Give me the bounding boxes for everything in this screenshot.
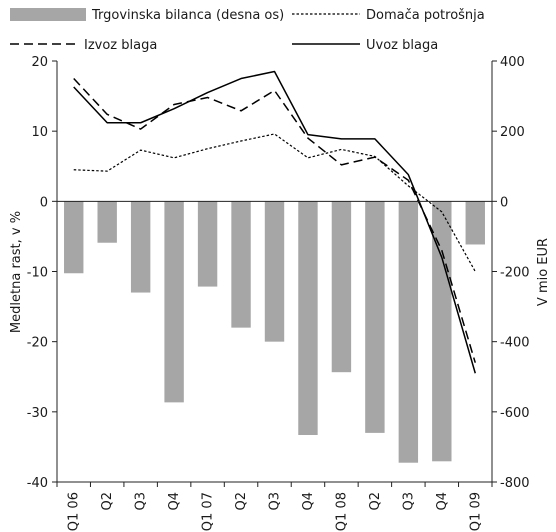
legend-label: Izvoz blaga [84, 38, 157, 53]
x-tick-label: Q2 [368, 492, 383, 511]
legend-swatch-bar [10, 8, 86, 21]
domestic-consumption-line [73, 133, 476, 272]
x-tick-label: Q4 [301, 492, 316, 511]
y-tick-label: 10 [31, 125, 48, 140]
y-tick-label: -10 [27, 266, 48, 281]
trade-balance-bar [64, 201, 84, 274]
x-tick-label: Q3 [268, 492, 283, 511]
y-right-tick-label: 400 [500, 55, 525, 70]
legend-label: Trgovinska bilanca (desna os) [91, 8, 284, 23]
goods-import-line [73, 70, 476, 374]
trade-balance-bar [97, 201, 117, 243]
y-tick-label: -20 [27, 336, 48, 351]
x-tick-label: Q3 [134, 492, 149, 511]
trade-balance-bar [264, 201, 285, 342]
y-right-tick-label: -800 [500, 476, 530, 491]
y-axis-title: Medletna rast, v % [9, 211, 24, 333]
trade-balance-bar [398, 201, 419, 463]
goods-export-line [73, 78, 476, 363]
y-right-tick-label: 0 [500, 195, 508, 210]
trade-balance-bar [130, 201, 151, 293]
x-tick-label: Q3 [401, 492, 416, 511]
y-right-tick-label: -600 [500, 406, 530, 421]
trade-balance-bar [298, 201, 318, 435]
trade-balance-bar [365, 201, 385, 433]
legend-label: Uvoz blaga [366, 38, 438, 53]
x-tick-label: Q4 [435, 492, 450, 511]
trade-balance-bar [465, 201, 485, 245]
y-right-tick-label: -400 [500, 336, 530, 351]
x-tick-label: Q1 06 [67, 492, 82, 531]
trade-balance-bar [164, 201, 184, 403]
y-tick-label: -30 [27, 406, 48, 421]
x-tick-label: Q2 [100, 492, 115, 511]
x-tick-label: Q1 08 [334, 492, 349, 531]
x-tick-label: Q1 07 [201, 492, 216, 531]
y-tick-label: 20 [31, 55, 48, 70]
y-right-tick-label: -200 [500, 266, 530, 281]
axes: 20 10 0 -10 -20 -30 -40 400 200 0 -200 -400 -600 -800… [27, 55, 530, 531]
legend-label: Domača potrošnja [366, 8, 485, 23]
x-tick-label: Q2 [234, 492, 249, 511]
bar-series [64, 201, 485, 463]
trade-balance-bar [231, 201, 251, 328]
x-tick-label: Q1 09 [468, 492, 483, 531]
legend: Trgovinska bilanca (desna os) Domača potr… [10, 8, 485, 53]
trade-balance-bar [331, 201, 352, 373]
y-axis-right-title: V mio EUR [536, 238, 551, 306]
y-tick-label: -40 [27, 476, 48, 491]
x-tick-label: Q4 [167, 492, 182, 511]
y-tick-label: 0 [40, 195, 48, 210]
y-right-tick-label: 200 [500, 125, 525, 140]
line-series [73, 70, 476, 374]
trade-balance-bar [197, 201, 218, 287]
